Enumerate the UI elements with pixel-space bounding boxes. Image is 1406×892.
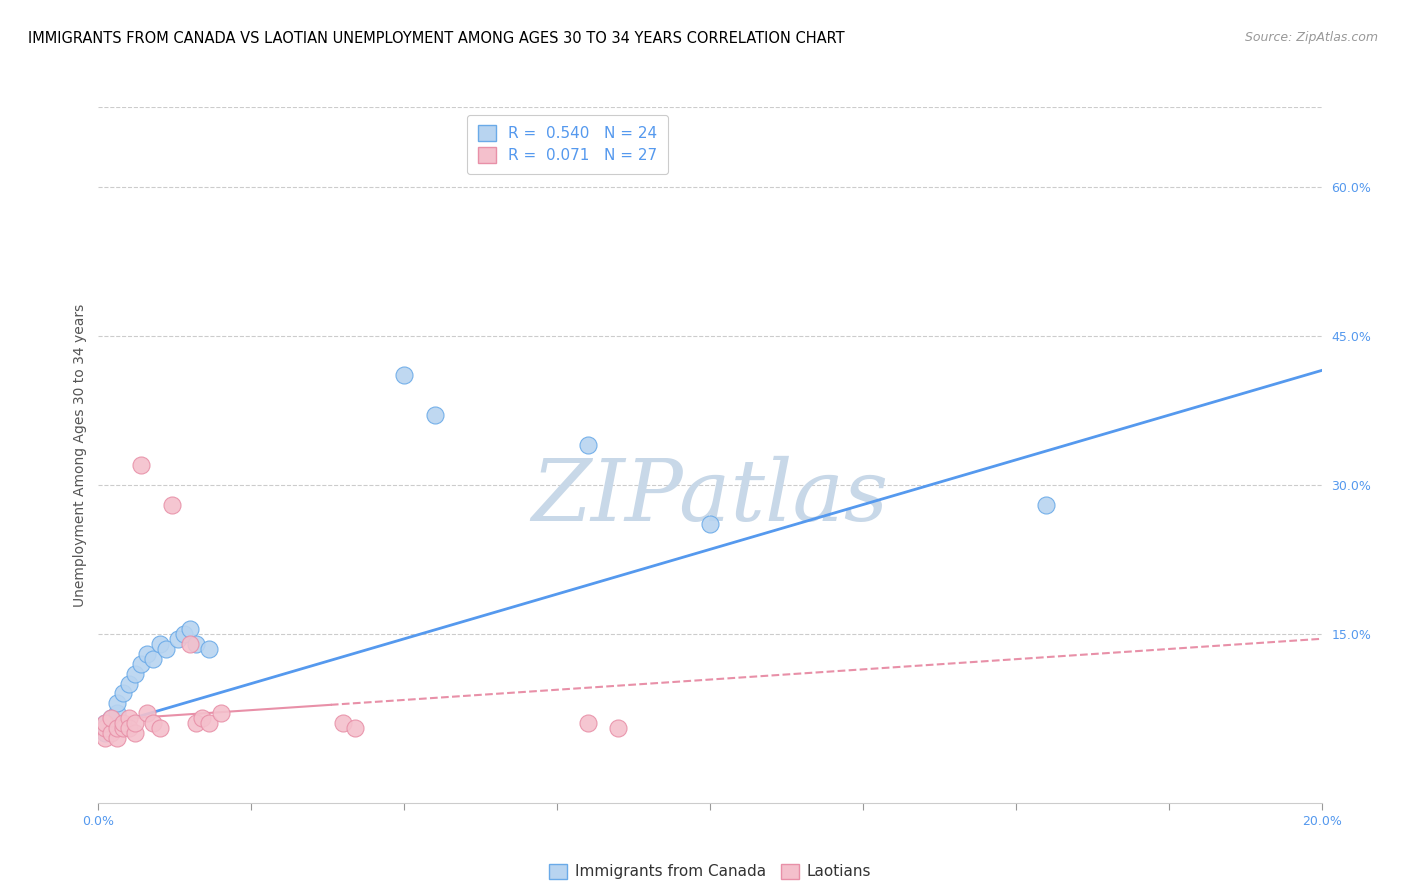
Point (197, 716, 219, 731)
Point (100, 721, 122, 735)
Point (118, 711, 141, 725)
Text: ZIPatlas: ZIPatlas (531, 455, 889, 538)
Point (93, 731, 115, 746)
Point (105, 706, 128, 721)
Point (197, 641, 219, 656)
Text: IMMIGRANTS FROM CANADA VS LAOTIAN UNEMPLOYMENT AMONG AGES 30 TO 34 YEARS CORRELA: IMMIGRANTS FROM CANADA VS LAOTIAN UNEMPL… (28, 31, 845, 46)
Point (576, 438, 599, 452)
Point (100, 711, 122, 725)
Point (1035, 498, 1057, 512)
Point (105, 731, 128, 746)
Point (111, 716, 134, 731)
Point (105, 721, 128, 735)
Point (93, 721, 115, 735)
Point (93, 716, 115, 731)
Point (179, 637, 201, 651)
Point (118, 721, 141, 735)
Point (111, 721, 134, 735)
Point (179, 622, 201, 636)
Point (344, 721, 367, 735)
Point (332, 716, 354, 731)
Point (576, 716, 599, 731)
Point (93, 726, 115, 740)
Point (392, 368, 416, 383)
Point (191, 711, 214, 725)
Point (173, 627, 195, 641)
Point (149, 637, 172, 651)
Point (699, 517, 721, 532)
Legend: Immigrants from Canada, Laotians: Immigrants from Canada, Laotians (543, 857, 877, 886)
Point (129, 657, 152, 671)
Point (136, 706, 159, 721)
Point (118, 676, 141, 690)
Point (142, 651, 165, 665)
Point (129, 458, 152, 472)
Text: Source: ZipAtlas.com: Source: ZipAtlas.com (1244, 31, 1378, 45)
Point (423, 408, 446, 422)
Point (186, 637, 208, 651)
Point (124, 726, 146, 740)
Point (111, 686, 134, 700)
Point (160, 498, 183, 512)
Point (155, 641, 177, 656)
Point (167, 632, 190, 646)
Point (124, 666, 146, 681)
Point (100, 726, 122, 740)
Point (93, 716, 115, 731)
Point (136, 647, 159, 661)
Y-axis label: Unemployment Among Ages 30 to 34 years: Unemployment Among Ages 30 to 34 years (73, 303, 87, 607)
Point (186, 716, 208, 731)
Point (100, 711, 122, 725)
Point (124, 716, 146, 731)
Point (105, 697, 128, 711)
Point (142, 716, 165, 731)
Point (607, 721, 630, 735)
Point (209, 706, 232, 721)
Point (149, 721, 172, 735)
